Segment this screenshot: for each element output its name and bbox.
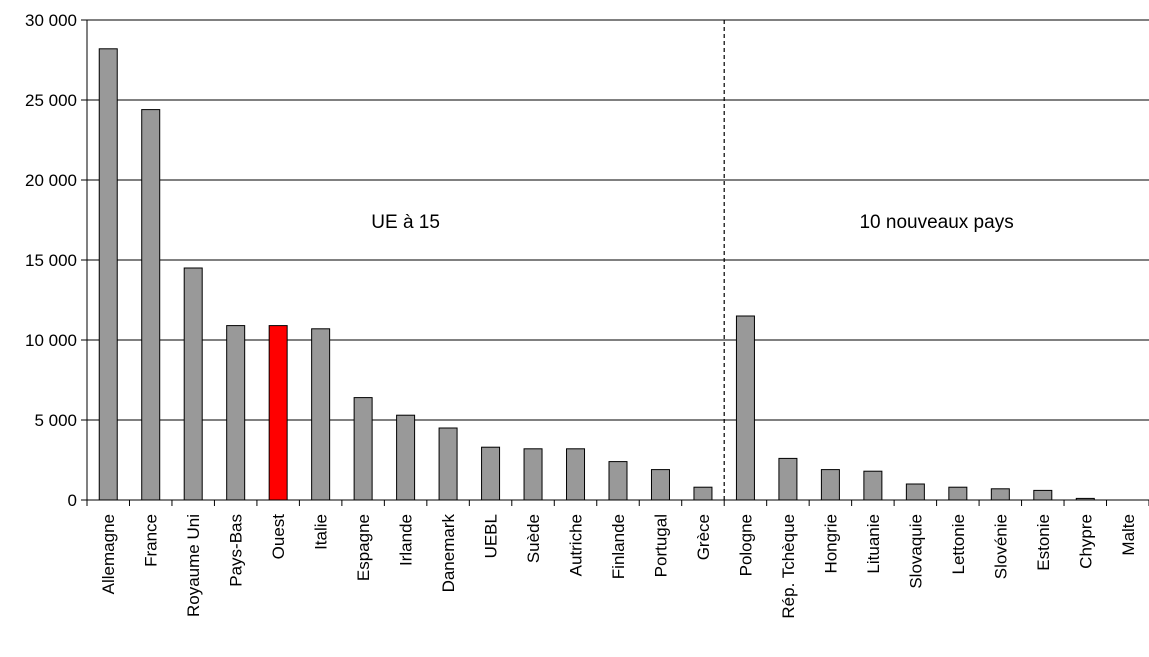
bar-espagne: [353, 397, 373, 501]
x-tick-label: Danemark: [439, 514, 458, 593]
x-tick-label: Autriche: [567, 514, 586, 576]
bar-slovaquie: [905, 483, 925, 501]
gridlines: [87, 19, 1149, 421]
axes: [81, 19, 1149, 506]
y-tick-label: 5 000: [34, 411, 77, 430]
x-tick-label: Lituanie: [864, 514, 883, 574]
bar-irlande: [396, 414, 416, 501]
bar-estonie: [1033, 489, 1053, 501]
x-tick-label: Chypre: [1076, 514, 1095, 569]
bar-gr-ce: [693, 486, 713, 501]
y-tick-label: 10 000: [25, 331, 77, 350]
x-tick-label: Italie: [312, 514, 331, 550]
bar-lettonie: [948, 486, 968, 501]
bar-portugal: [650, 469, 670, 501]
x-tick-label: Ouest: [269, 514, 288, 560]
bar-france: [141, 109, 161, 501]
bar-slov-nie: [990, 488, 1010, 501]
bar-ouest: [268, 325, 288, 501]
x-tick-label: Malte: [1119, 514, 1138, 556]
x-tick-label: Hongrie: [821, 514, 840, 574]
y-tick-label: 0: [68, 491, 77, 510]
x-tick-label: Slovénie: [991, 514, 1010, 579]
x-tick-label: Irlande: [397, 514, 416, 566]
x-tick-label: UEBL: [482, 514, 501, 558]
bar-allemagne: [98, 48, 118, 501]
bar-royaume-uni: [183, 267, 203, 501]
x-tick-label: Rép. Tchèque: [779, 514, 798, 619]
x-tick-label: Grèce: [694, 514, 713, 560]
y-tick-label: 30 000: [25, 11, 77, 30]
y-tick-label: 20 000: [25, 171, 77, 190]
y-tick-label: 25 000: [25, 91, 77, 110]
bar-pologne: [735, 315, 755, 501]
x-tick-label: France: [142, 514, 161, 567]
x-tick-label: Finlande: [609, 514, 628, 579]
x-tick-label: Allemagne: [99, 514, 118, 594]
bar-autriche: [566, 448, 586, 501]
x-tick-label: Espagne: [354, 514, 373, 581]
group-label: 10 nouveaux pays: [859, 212, 1013, 233]
x-tick-label: Lettonie: [949, 514, 968, 575]
bars: [98, 48, 1095, 501]
bar-lituanie: [863, 470, 883, 501]
x-tick-label: Slovaquie: [906, 514, 925, 589]
y-tick-label: 15 000: [25, 251, 77, 270]
bar-r-p-tch-que: [778, 457, 798, 501]
bar-finlande: [608, 461, 628, 501]
x-tick-label: Pologne: [736, 514, 755, 576]
x-tick-label: Estonie: [1034, 514, 1053, 571]
bar-pays-bas: [226, 325, 246, 501]
x-tick-label: Pays-Bas: [227, 514, 246, 587]
bar-italie: [311, 328, 331, 501]
labels: 0 5 000 10 000 15 000 20 000 25 000 30 000 Alle…: [25, 11, 1138, 619]
x-tick-label: Royaume Uni: [184, 514, 203, 617]
bar-danemark: [438, 427, 458, 501]
bar-su-de: [523, 448, 543, 501]
bar-uebl: [481, 446, 501, 501]
x-tick-label: Portugal: [651, 514, 670, 577]
x-tick-label: Suède: [524, 514, 543, 563]
bar-hongrie: [820, 469, 840, 501]
group-label: UE à 15: [371, 212, 440, 233]
